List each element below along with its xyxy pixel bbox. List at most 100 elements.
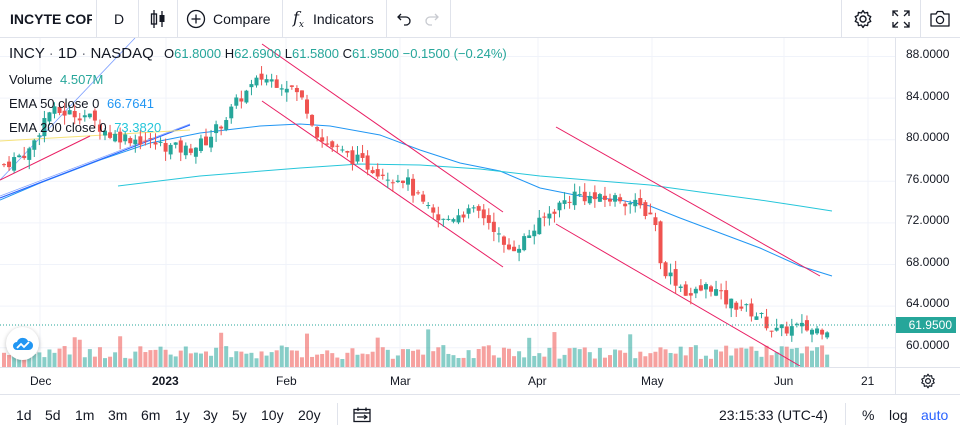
undo-icon[interactable]: [396, 0, 412, 38]
candle-body: [37, 135, 42, 137]
volume-bar: [552, 332, 557, 367]
range-1d[interactable]: 1d: [16, 406, 32, 423]
candle-body: [517, 248, 522, 253]
candle-body: [592, 192, 597, 200]
volume-bar: [481, 346, 486, 367]
candle-body: [82, 115, 87, 118]
volume-bar: [719, 351, 724, 367]
volume-bar: [198, 353, 203, 367]
range-5y[interactable]: 5y: [232, 406, 247, 423]
volume-bar: [2, 352, 6, 367]
volume-bar: [734, 348, 739, 367]
volume-bar: [163, 349, 168, 367]
candle-body: [198, 138, 203, 151]
candle-body: [92, 110, 97, 121]
time-tick: Feb: [276, 374, 297, 388]
candle-body: [204, 136, 208, 146]
volume-bar: [486, 345, 491, 367]
interval-button[interactable]: D: [114, 11, 125, 27]
candle-body: [355, 154, 360, 162]
volume-bar: [113, 352, 118, 367]
legend-ema200[interactable]: EMA 200 close 0 73.3820: [9, 120, 161, 135]
candle-body: [365, 155, 370, 170]
volume-bar: [562, 354, 567, 367]
volume-bar: [390, 358, 395, 367]
candle-body: [315, 126, 320, 138]
time-axis[interactable]: Dec 2023 Feb Mar Apr May Jun 21: [0, 367, 960, 395]
candle-body: [602, 195, 607, 200]
volume-bar: [92, 356, 97, 367]
channel-line: [555, 126, 821, 277]
legend-change: −0.1500 (−0.24%): [402, 46, 507, 61]
range-3y[interactable]: 3y: [203, 406, 218, 423]
price-tick: 68.0000: [906, 255, 950, 269]
volume-bar: [380, 347, 385, 367]
time-tick: Jun: [774, 374, 794, 388]
compare-button[interactable]: Compare: [186, 0, 271, 38]
volume-bar: [345, 352, 350, 367]
volume-bar: [244, 353, 249, 367]
range-1m[interactable]: 1m: [75, 406, 95, 423]
candle-body: [663, 262, 668, 277]
volume-bar: [375, 337, 380, 367]
volume-bar: [608, 355, 612, 367]
log-toggle[interactable]: log: [889, 406, 908, 423]
legend-ema50[interactable]: EMA 50 close 0 66.7641: [9, 96, 154, 111]
candle-body: [678, 286, 683, 288]
candle-body: [173, 142, 178, 145]
legend-volume[interactable]: Volume 4.507M: [9, 72, 103, 87]
range-10y[interactable]: 10y: [261, 406, 284, 423]
candle-body: [224, 120, 229, 130]
candle-body: [244, 90, 249, 103]
calendar-range-icon[interactable]: [353, 395, 371, 434]
volume-bar: [178, 350, 183, 367]
candle-body: [406, 177, 410, 185]
volume-bar: [744, 348, 749, 367]
candle-body: [143, 140, 148, 142]
gear-icon[interactable]: [853, 0, 873, 38]
price-chart[interactable]: [0, 37, 895, 367]
range-6m[interactable]: 6m: [141, 406, 161, 423]
candle-body: [466, 208, 471, 214]
candle-body: [2, 164, 6, 166]
volume-bar: [158, 346, 163, 367]
candle-body: [668, 272, 673, 277]
indicators-button[interactable]: fx Indicators: [293, 0, 374, 38]
candle-body: [714, 289, 719, 296]
symbol-search[interactable]: INCYTE COF: [10, 11, 92, 27]
fullscreen-icon[interactable]: [892, 0, 910, 38]
range-5d[interactable]: 5d: [45, 406, 61, 423]
volume-bar: [294, 350, 299, 367]
volume-bar: [668, 352, 673, 367]
volume-bar: [683, 355, 688, 367]
range-20y[interactable]: 20y: [298, 406, 321, 423]
candle-body: [709, 286, 713, 292]
volume-bar: [501, 347, 506, 367]
candle-body: [638, 198, 643, 206]
camera-icon[interactable]: [929, 0, 951, 38]
range-3m[interactable]: 3m: [108, 406, 128, 423]
percent-toggle[interactable]: %: [862, 406, 875, 423]
volume-bar: [597, 347, 602, 367]
candle-body: [628, 203, 633, 205]
volume-bar: [774, 352, 779, 367]
tradingview-logo-icon[interactable]: [6, 327, 39, 360]
price-axis[interactable]: 88.0000 84.0000 80.0000 76.0000 72.0000 …: [895, 38, 960, 367]
volume-bar: [638, 351, 643, 367]
range-1y[interactable]: 1y: [175, 406, 190, 423]
auto-toggle[interactable]: auto: [921, 406, 949, 423]
time-axis-gear-icon[interactable]: [920, 373, 936, 394]
chart-pane[interactable]: INCY · 1D · NASDAQ O61.8000 H62.6900 L61…: [0, 37, 895, 367]
redo-icon[interactable]: [424, 0, 440, 38]
candle-body: [769, 330, 774, 332]
volume-bar: [138, 346, 143, 367]
clock-timezone[interactable]: 23:15:33 (UTC-4): [719, 406, 828, 423]
volume-bar: [385, 349, 390, 367]
volume-bar: [461, 357, 466, 367]
candle-body: [577, 194, 582, 196]
volume-bar: [188, 353, 193, 367]
candle-body: [158, 141, 163, 143]
candles-icon[interactable]: [150, 0, 166, 38]
volume-bar: [97, 347, 102, 367]
candle-body: [209, 136, 214, 148]
